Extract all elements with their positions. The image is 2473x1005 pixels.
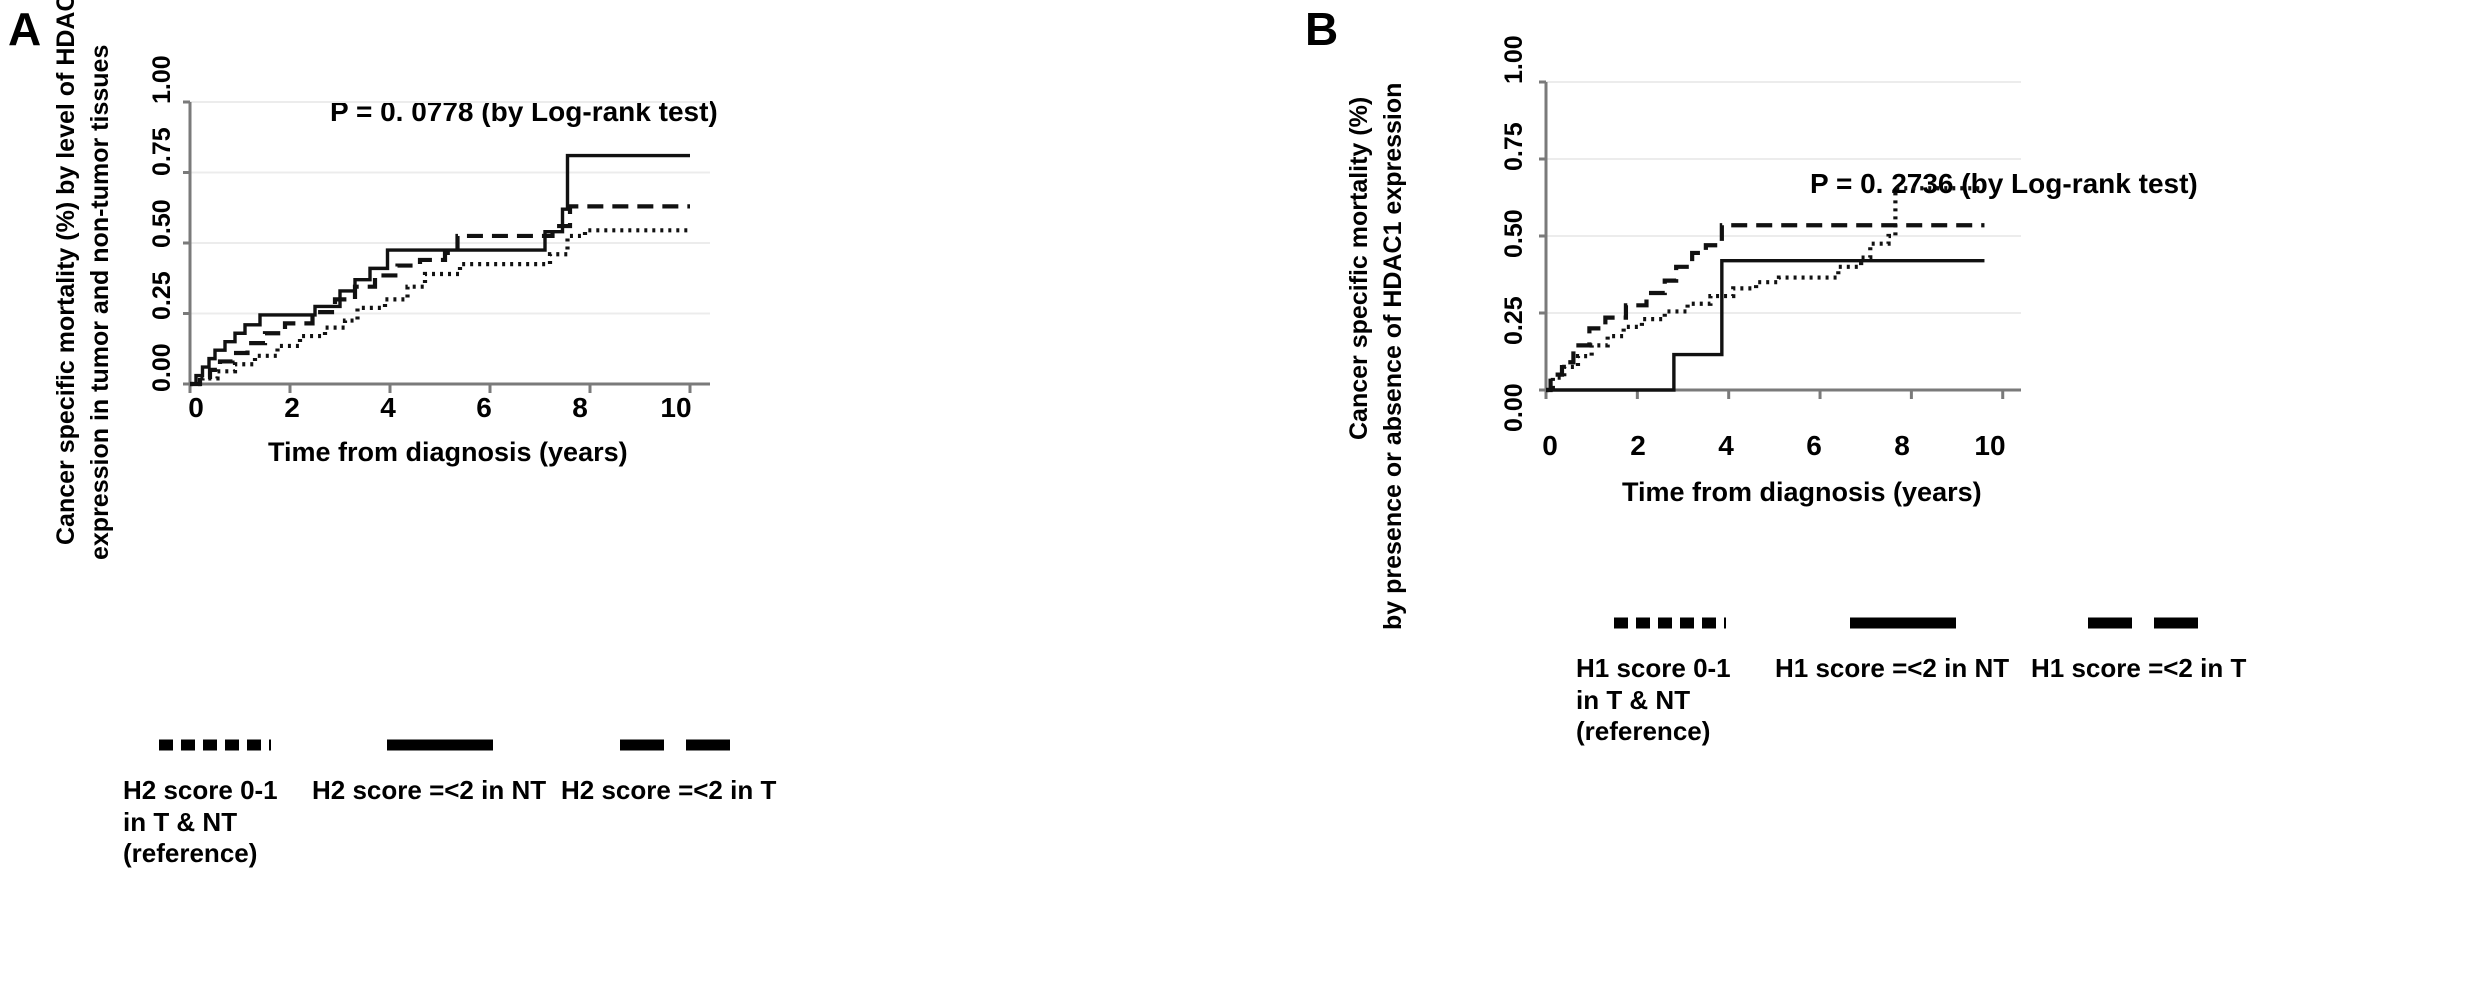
panel-b-legend-label-0-line2: in T & NT: [1576, 684, 1691, 715]
panel-b-x-axis-title: Time from diagnosis (years): [1622, 477, 1982, 507]
panel-a-y-axis-title-line1: Cancer specific mortality (%) by level o…: [52, 0, 80, 545]
panel-a-ytick-2: 0.50: [148, 199, 176, 248]
panel-b-xtick-1: 2: [1630, 430, 1646, 461]
panel-b-ytick-2: 0.50: [1500, 209, 1528, 258]
panel-b-legend-label-1-line1: H1 score =<2 in NT: [1775, 653, 2010, 683]
panel-b-ytick-4: 1.00: [1500, 35, 1528, 84]
panel-b-y-axis-title-line1: Cancer specific mortality (%): [1345, 96, 1373, 440]
panel-b-legend-label-0-line1: H1 score 0-1: [1576, 653, 1731, 683]
panel-b-ytick-3: 0.75: [1500, 122, 1528, 171]
panel-a-ytick-1: 0.25: [148, 271, 176, 320]
panel-b-chart-svg: [1539, 80, 2021, 399]
panel-a-chart-svg: [183, 100, 710, 393]
panel-b-xtick-3: 6: [1806, 430, 1822, 461]
panel-a-plot-area: [180, 88, 720, 418]
panel-b-y-axis-title-line2: by presence or absence of HDAC1 expressi…: [1379, 82, 1407, 630]
panel-a-legend-label-0-line3: (reference): [123, 838, 258, 869]
panel-b-letter: B: [1305, 3, 1339, 55]
panel-a-ytick-0: 0.00: [148, 343, 176, 392]
panel-a-x-axis-title: Time from diagnosis (years): [268, 437, 628, 467]
panel-a-xtick-3: 6: [476, 392, 492, 423]
panel-b-p-value: P = 0. 2736 (by Log-rank test): [1810, 168, 2198, 199]
panel-a-legend-label-2-line1: H2 score =<2 in T: [561, 775, 777, 805]
panel-a-legend-marker-dashed: [620, 739, 731, 751]
panel-a-xtick-0: 0: [188, 392, 204, 423]
panel-b-legend-marker-solid: [1850, 617, 1956, 629]
panel-b-xtick-5: 10: [1974, 430, 2006, 461]
panel-b-xtick-4: 8: [1894, 430, 1910, 461]
panel-a-xtick-5: 10: [660, 392, 692, 423]
panel-b-ytick-1: 0.25: [1500, 296, 1528, 345]
panel-a-xtick-2: 4: [380, 392, 396, 423]
panel-b-plot-area: [1534, 68, 2029, 430]
panel-a-legend-marker-dotted: [159, 739, 271, 751]
panel-b-legend-label-2: H1 score =<2 in T: [2031, 653, 2246, 685]
panel-a-xtick-4: 8: [572, 392, 588, 423]
panel-b-xtick-0: 0: [1542, 430, 1558, 461]
panel-b-legend-label-1: H1 score =<2 in NT: [1775, 653, 2009, 685]
panel-b-ytick-0: 0.00: [1500, 383, 1528, 432]
panel-a-legend-marker-solid: [387, 739, 493, 751]
panel-a-legend-label-0-line1: H2 score 0-1: [123, 775, 278, 805]
panel-b-legend-marker-dotted: [1614, 617, 1726, 629]
panel-a-y-axis-title-line2: expression in tumor and non-tumor tissue…: [86, 44, 114, 560]
panel-a-legend-label-0: H2 score 0-1 in T & NT (reference): [123, 775, 278, 870]
panel-a-ytick-4: 1.00: [148, 55, 176, 104]
panel-a-legend-label-2: H2 score =<2 in T: [561, 775, 776, 807]
panel-b-xtick-2: 4: [1718, 430, 1734, 461]
panel-a-legend-label-1: H2 score =<2 in NT: [312, 775, 546, 807]
panel-a-ytick-3: 0.75: [148, 127, 176, 176]
panel-a-letter: A: [8, 3, 42, 55]
panel-a-xtick-1: 2: [284, 392, 300, 423]
panel-b-legend-label-2-line1: H1 score =<2 in T: [2031, 653, 2247, 683]
panel-b-legend-label-0-line3: (reference): [1576, 716, 1711, 747]
panel-b-legend-label-0: H1 score 0-1 in T & NT (reference): [1576, 653, 1731, 748]
panel-b-legend-marker-dashed: [2088, 617, 2199, 629]
panel-a-legend-label-1-line1: H2 score =<2 in NT: [312, 775, 547, 805]
panel-a-legend-label-0-line2: in T & NT: [123, 806, 238, 837]
